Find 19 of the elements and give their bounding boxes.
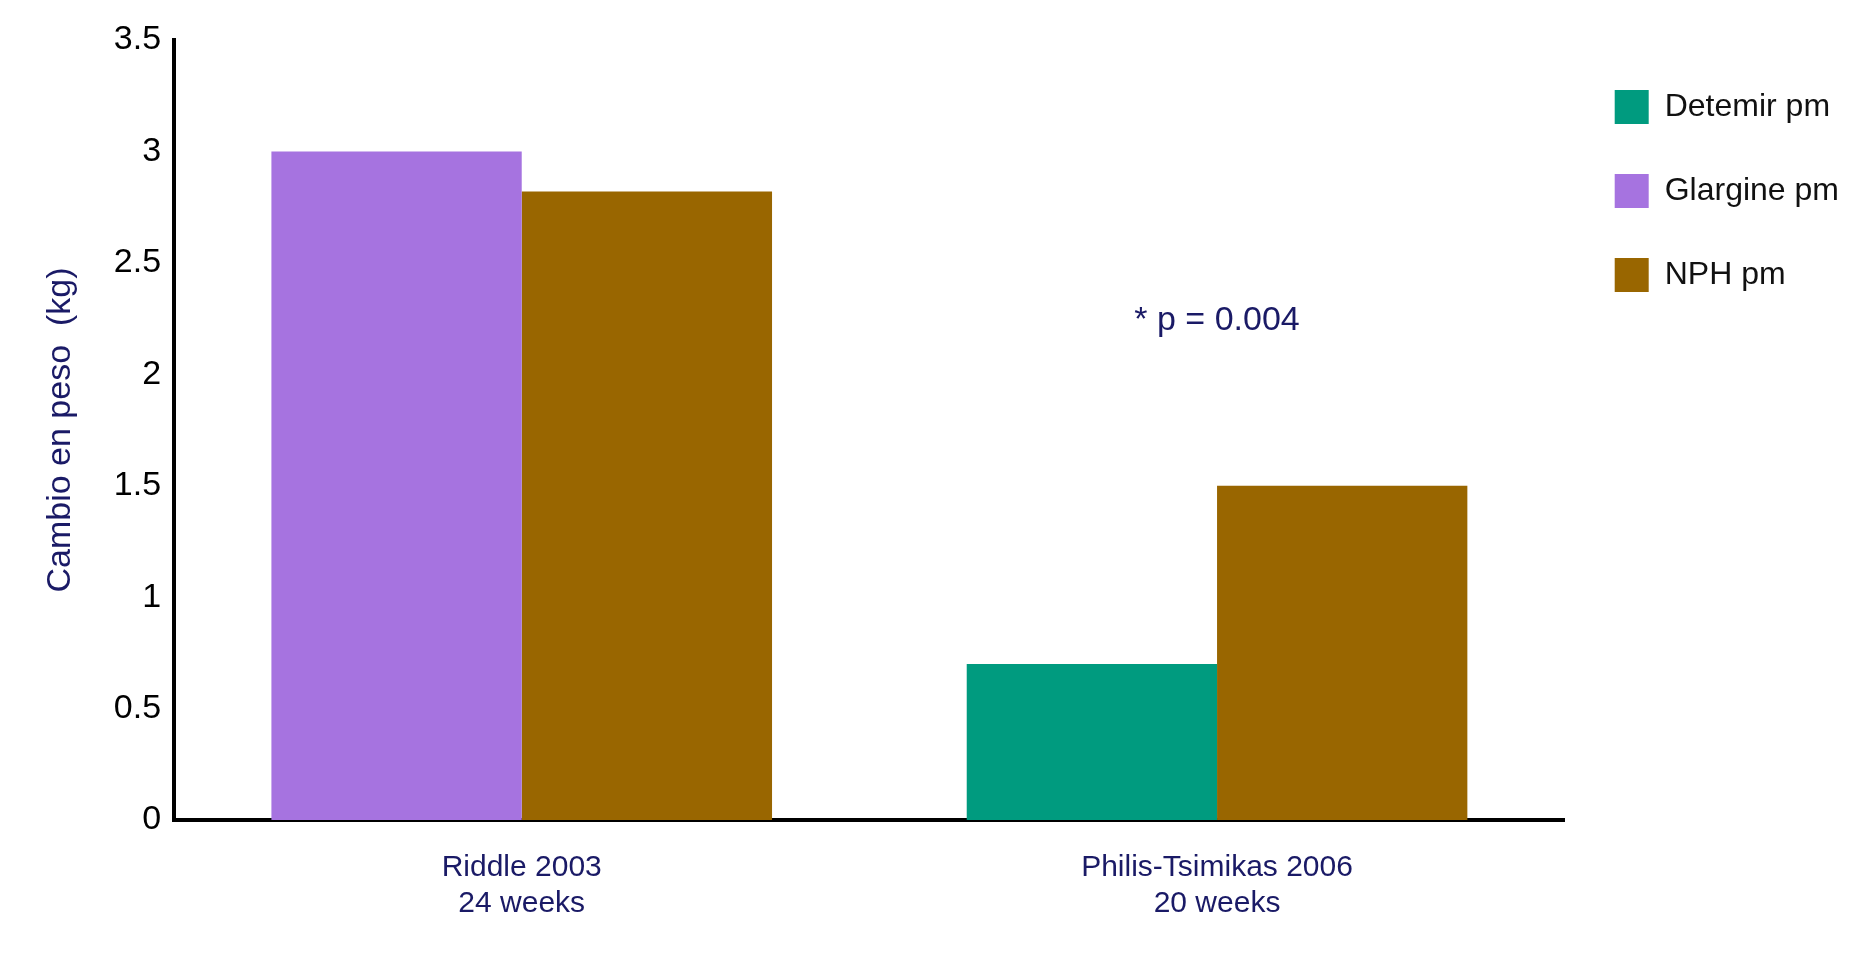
y-tick-label: 3.5 bbox=[113, 18, 162, 57]
legend-label: Detemir pm bbox=[1664, 86, 1831, 123]
legend-label: Glargine pm bbox=[1664, 170, 1839, 207]
bar bbox=[271, 151, 522, 820]
x-tick-label: Riddle 2003 24 weeks bbox=[441, 849, 602, 919]
y-axis-title: Cambio en peso (kg) bbox=[38, 267, 77, 593]
y-tick-label: 1.5 bbox=[113, 464, 162, 503]
annotation: * p = 0.004 bbox=[1134, 299, 1300, 338]
y-tick-label: 1 bbox=[142, 575, 162, 614]
bar bbox=[966, 664, 1218, 820]
y-tick-label: 3 bbox=[142, 129, 162, 168]
y-tick-label: 2 bbox=[142, 352, 162, 391]
bar bbox=[1217, 485, 1468, 820]
y-tick-label: 2.5 bbox=[113, 241, 162, 280]
x-tick-label: Philis-Tsimikas 2006 20 weeks bbox=[1081, 849, 1353, 919]
y-tick-label: 0.5 bbox=[113, 686, 162, 725]
bar bbox=[521, 191, 773, 820]
y-tick-label: 0 bbox=[142, 798, 162, 837]
legend-label: NPH pm bbox=[1664, 254, 1786, 291]
